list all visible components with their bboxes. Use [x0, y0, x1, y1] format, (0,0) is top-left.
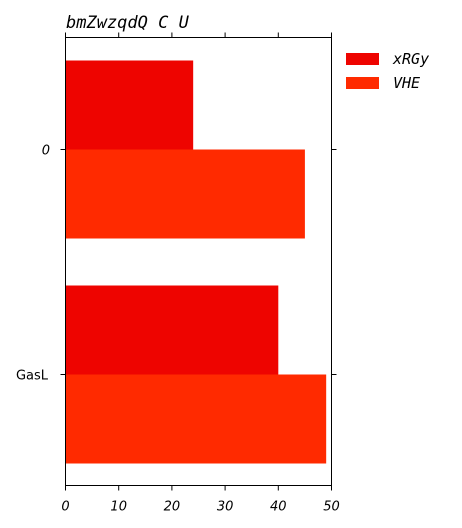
legend-swatch-VHE: [346, 77, 379, 89]
bar-xRGy-GasL: [65, 285, 279, 375]
bar-xRGy-0: [65, 60, 194, 150]
x-tick-label: 10: [110, 500, 127, 515]
bar-VHE-0: [65, 149, 305, 239]
x-tick-label: 30: [217, 500, 234, 515]
x-tick-label: 50: [323, 500, 340, 515]
legend: xRGy VHE: [346, 50, 429, 92]
y-tick-label: 0: [42, 144, 50, 159]
y-axis-ticks: 0 GasL: [16, 144, 337, 384]
chart-title: bmZwzqdQ C U: [66, 13, 190, 33]
x-axis-ticks: 0 10 20 30 40 50: [61, 32, 340, 515]
x-tick-label: 0: [61, 500, 69, 515]
legend-label-VHE: VHE: [393, 74, 420, 92]
legend-label-xRGy: xRGy: [392, 50, 429, 68]
x-tick-label: 40: [270, 500, 287, 515]
bar-VHE-GasL: [65, 374, 327, 464]
x-tick-label: 20: [164, 500, 181, 515]
y-tick-label: GasL: [16, 369, 49, 384]
plot-frame: [65, 37, 332, 486]
legend-swatch-xRGy: [346, 53, 379, 65]
bars-group: [65, 60, 327, 464]
